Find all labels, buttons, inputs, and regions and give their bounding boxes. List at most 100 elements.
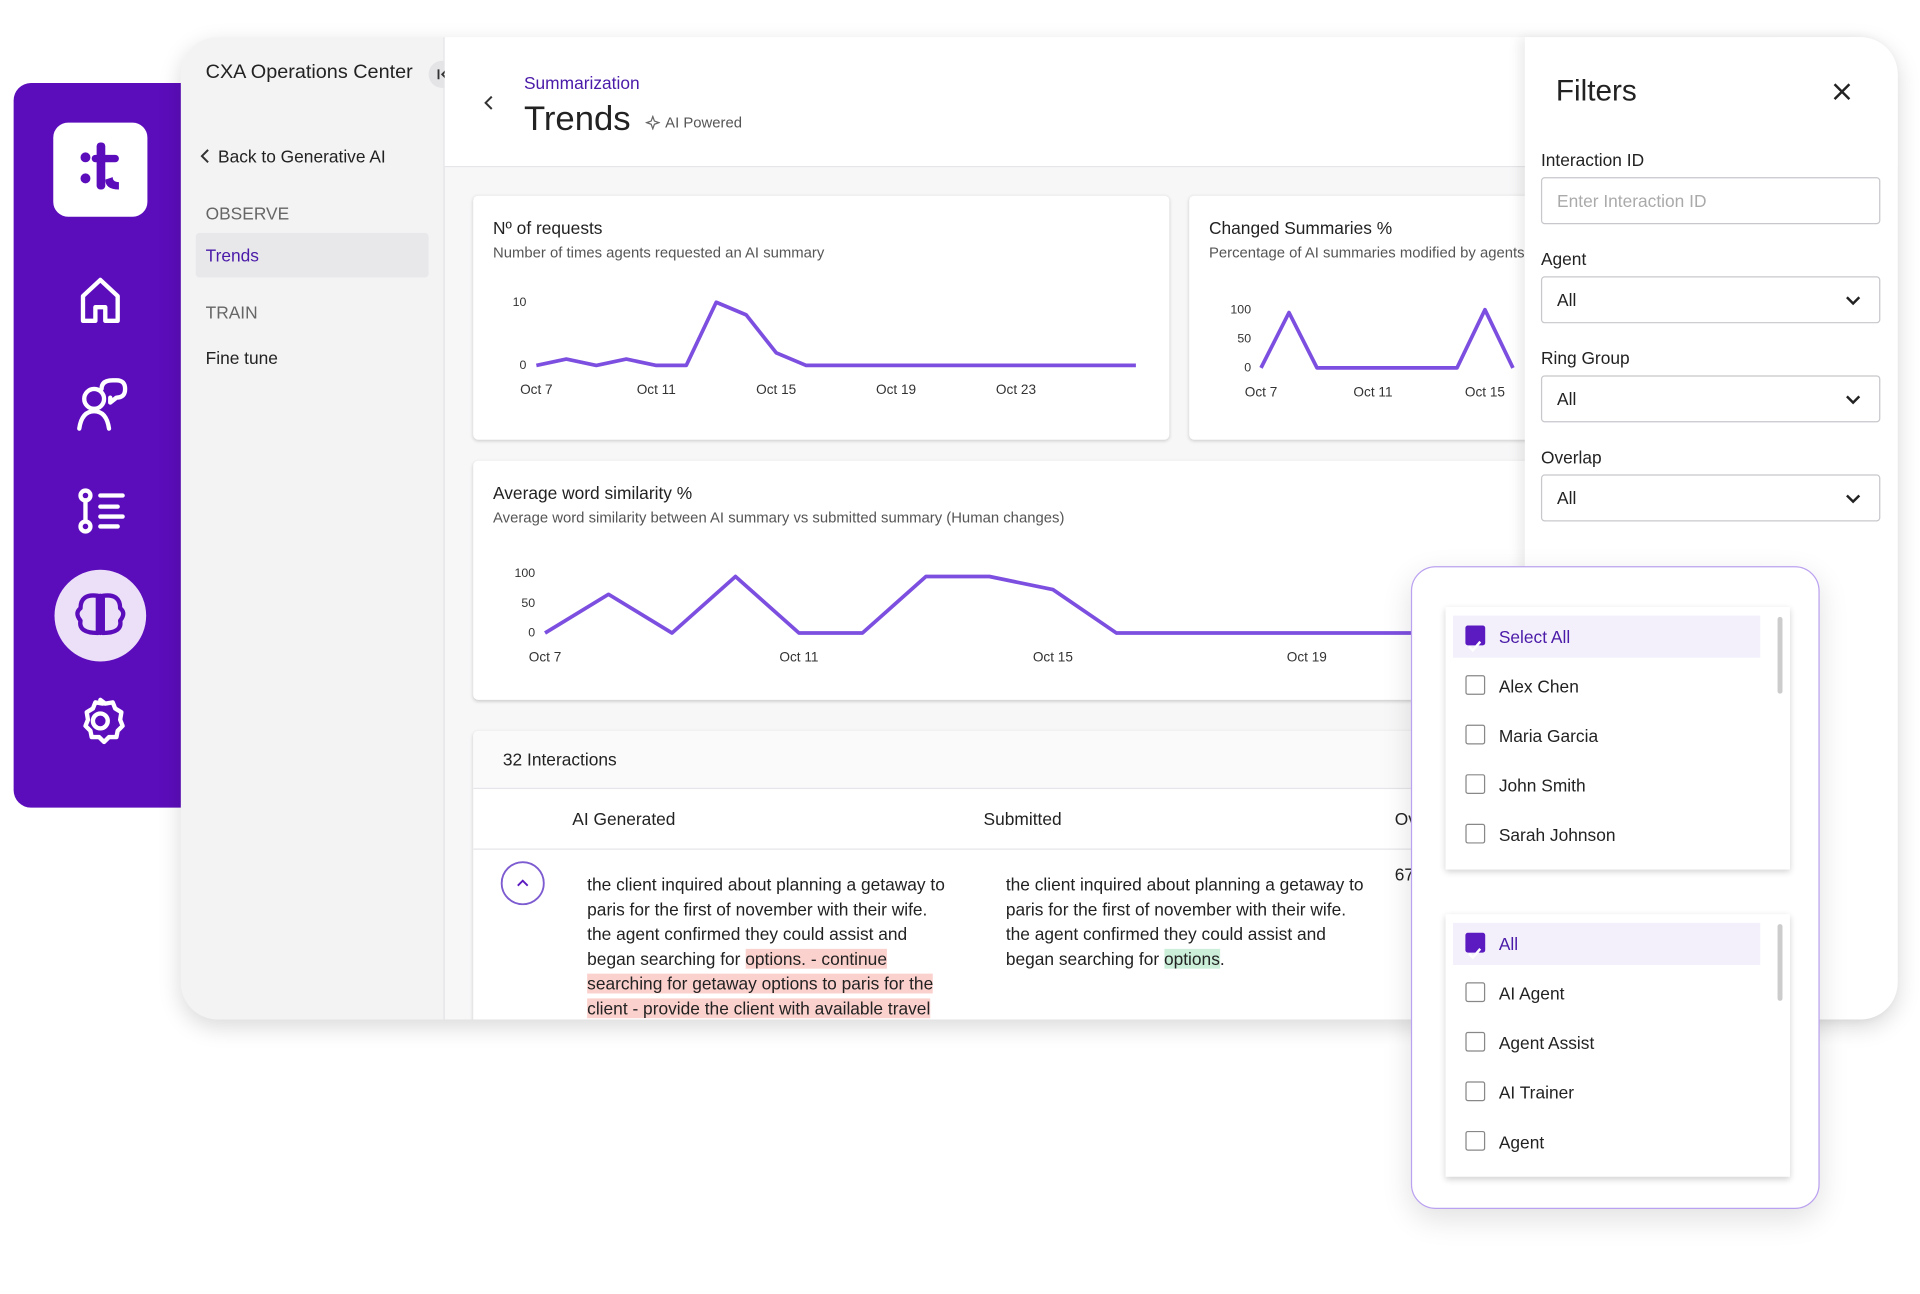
y-tick-label: 50 xyxy=(521,596,535,610)
y-tick-label: 0 xyxy=(528,626,535,640)
x-tick-label: Oct 7 xyxy=(520,382,553,397)
option[interactable]: All xyxy=(1453,922,1761,965)
data-line xyxy=(535,300,1136,368)
x-tick-label: Oct 15 xyxy=(756,382,796,397)
option[interactable]: John Smith xyxy=(1453,764,1760,806)
option[interactable]: Agent Assist xyxy=(1453,1022,1760,1064)
nav-item[interactable]: Trends xyxy=(205,245,259,266)
checkbox xyxy=(1465,1130,1486,1151)
chart-title: Average word similarity % xyxy=(493,483,693,503)
ai-text-plain: the client inquired about planning a get… xyxy=(587,874,945,969)
checkbox xyxy=(1465,774,1486,795)
sub-text-added: options xyxy=(1163,948,1220,969)
option-label: John Smith xyxy=(1498,775,1586,796)
x-tick-label: Oct 11 xyxy=(637,382,676,397)
close-button[interactable] xyxy=(1832,82,1852,102)
x-tick-label: Oct 15 xyxy=(1465,384,1505,399)
option-list: Select All Alex Chen Maria Garcia John Smit… xyxy=(1445,606,1790,870)
checkbox xyxy=(1465,675,1486,695)
option[interactable]: Select All xyxy=(1453,615,1761,658)
y-tick-label: 10 xyxy=(513,295,527,309)
home-icon[interactable] xyxy=(80,277,120,323)
option-label: Agent Assist xyxy=(1498,1033,1595,1053)
agent-icon[interactable] xyxy=(77,378,128,431)
y-tick-label: 100 xyxy=(514,566,535,580)
scrollbar xyxy=(1777,616,1783,694)
option[interactable]: Alex Chen xyxy=(1453,665,1760,707)
option-label: Alex Chen xyxy=(1498,676,1579,697)
option-label: Select All xyxy=(1498,626,1571,647)
filter-label: Agent xyxy=(1540,248,1587,269)
x-tick-label: Oct 7 xyxy=(1245,384,1278,399)
logo-mark xyxy=(80,142,119,190)
checkbox xyxy=(1465,1081,1486,1102)
dropdown: Select All Alex Chen Maria Garcia John Smit… xyxy=(1410,566,1820,1209)
table-card: 32 Interactions AI Generated Submitted O… xyxy=(473,730,1564,1020)
back-link[interactable]: Back to Generative AI xyxy=(218,146,386,166)
chart-plot: 0 50 100 Oct 7 Oct 11 Oct 15 xyxy=(1230,302,1515,399)
y-tick-label: 50 xyxy=(1237,332,1251,346)
checkbox xyxy=(1465,823,1486,844)
option[interactable]: Sarah Johnson xyxy=(1453,814,1760,856)
chart-subtitle: Percentage of AI summaries modified by a… xyxy=(1208,244,1525,262)
filter-label: Interaction ID xyxy=(1540,149,1645,170)
option-label: AI Trainer xyxy=(1498,1082,1575,1103)
x-tick-label: Oct 19 xyxy=(876,382,916,397)
chart-card: Nº of requests Number of times agents req… xyxy=(473,195,1170,440)
page-title: Trends xyxy=(523,99,631,138)
y-tick-label: 100 xyxy=(1230,302,1251,316)
y-tick-label: 0 xyxy=(1244,361,1251,375)
chart-card: Average word similarity % Average word si… xyxy=(473,460,1564,700)
ai-text-removed: options. - continue searching for getawa… xyxy=(587,948,934,1019)
main-window: CXA Operations Center Back to Generative… xyxy=(180,37,1898,1020)
chart-title: Nº of requests xyxy=(493,218,603,238)
row-divider xyxy=(473,848,1564,850)
column-header: Submitted xyxy=(983,808,1062,829)
check xyxy=(1468,640,1482,653)
expand-button[interactable] xyxy=(499,860,546,907)
side-nav: CXA Operations Center Back to Generative… xyxy=(180,37,456,1020)
ai-text: the client inquired about planning a get… xyxy=(587,872,954,1019)
agent-select[interactable]: All xyxy=(1540,276,1881,324)
checkbox xyxy=(1465,1031,1486,1052)
back-chevron[interactable] xyxy=(198,147,213,164)
chart-title: Changed Summaries % xyxy=(1208,218,1393,238)
x-tick-label: Oct 15 xyxy=(1033,649,1073,664)
brain-icon xyxy=(75,593,126,636)
interaction-input[interactable]: Enter Interaction ID xyxy=(1540,177,1881,225)
sparkle-icon xyxy=(645,115,661,131)
checkbox xyxy=(1465,932,1486,960)
y-tick-label: 0 xyxy=(520,358,527,372)
submitted-text: the client inquired about planning a get… xyxy=(1006,872,1373,971)
table-title: 32 Interactions xyxy=(502,749,617,770)
header-back[interactable] xyxy=(482,94,497,111)
app-title: CXA Operations Center xyxy=(205,61,413,83)
checkbox xyxy=(1465,982,1486,1003)
option[interactable]: Agent xyxy=(1453,1121,1760,1163)
nav-item[interactable]: Fine tune xyxy=(205,348,278,368)
chart-subtitle: Average word similarity between AI summa… xyxy=(493,509,1065,527)
x-tick-label: Oct 11 xyxy=(779,649,818,664)
sub-text-plain: the client inquired about planning a get… xyxy=(1005,874,1364,969)
settings-icon[interactable] xyxy=(83,697,125,745)
chart-plot: 0 50 100 Oct 7 Oct 11 Oct 15 Oct 19 xyxy=(514,566,1434,664)
option-label: Sarah Johnson xyxy=(1498,824,1616,845)
overlap-select[interactable]: All xyxy=(1540,474,1881,522)
option[interactable]: AI Agent xyxy=(1453,972,1760,1014)
nav-section: OBSERVE xyxy=(205,203,290,223)
ai-badge: AI Powered xyxy=(665,113,743,132)
chart-subtitle: Number of times agents requested an AI s… xyxy=(493,244,825,262)
ring-group-select[interactable]: All xyxy=(1540,375,1881,423)
breadcrumb[interactable]: Summarization xyxy=(523,73,640,93)
option-label: AI Agent xyxy=(1498,983,1565,1004)
chart-plot: 0 10 Oct 7 Oct 11 Oct 15 Oct 19 Oct 23 xyxy=(513,295,1136,397)
x-tick-label: Oct 19 xyxy=(1287,649,1327,664)
rail-icons xyxy=(53,122,148,745)
filters-title: Filters xyxy=(1555,74,1637,108)
option[interactable]: Maria Garcia xyxy=(1453,715,1760,757)
option[interactable]: AI Trainer xyxy=(1453,1071,1760,1113)
list-icon[interactable] xyxy=(78,488,125,534)
